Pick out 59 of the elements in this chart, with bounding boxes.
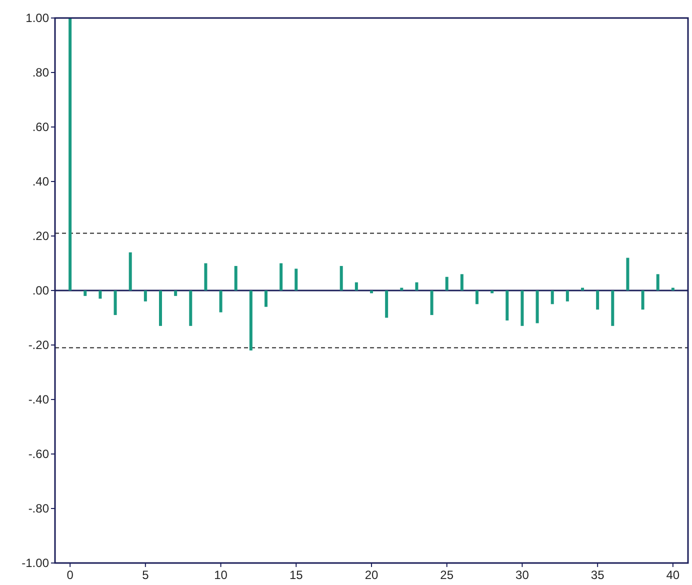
bar	[415, 282, 418, 290]
bar	[84, 290, 87, 296]
bar	[189, 290, 192, 326]
x-tick-label: 20	[364, 568, 378, 582]
bar	[400, 288, 404, 290]
y-tick-label: .20	[32, 229, 50, 244]
y-tick-label: .80	[32, 66, 50, 80]
bar	[550, 290, 554, 304]
y-tick-label: .40	[32, 174, 50, 189]
bar	[234, 266, 238, 290]
bar	[280, 263, 283, 290]
bar	[68, 18, 72, 290]
y-tick-label: -.80	[28, 502, 50, 516]
bar	[174, 290, 178, 296]
x-tick-label: 25	[440, 568, 454, 582]
x-tick-label: 30	[516, 568, 530, 582]
x-tick-label: 0	[66, 568, 74, 582]
bar	[581, 288, 584, 290]
bar	[370, 290, 373, 294]
bar	[219, 290, 222, 312]
x-tick-label: 40	[666, 568, 680, 582]
bar	[490, 290, 494, 294]
y-tick-label: .60	[32, 120, 50, 134]
bar	[476, 290, 478, 304]
x-tick-label: 5	[142, 568, 150, 582]
y-tick-label: -1.00	[22, 556, 50, 570]
bar	[626, 258, 630, 290]
x-tick-label: 35	[590, 568, 605, 582]
bar	[385, 290, 388, 318]
bar	[144, 290, 147, 302]
bar	[128, 252, 132, 290]
bar	[340, 266, 343, 290]
bar	[566, 290, 569, 302]
x-tick-label: 15	[289, 568, 304, 582]
y-tick-label: 1.00	[26, 11, 50, 26]
y-tick-label: -.20	[28, 338, 50, 352]
bar	[98, 290, 102, 299]
bar	[611, 290, 614, 326]
x-tick-label: 10	[214, 568, 228, 582]
bar	[294, 268, 298, 290]
bar	[671, 288, 674, 290]
bar	[506, 290, 509, 320]
bar	[430, 290, 434, 316]
bar	[354, 282, 358, 290]
bar	[159, 290, 162, 326]
bar	[460, 274, 464, 290]
y-tick-label: -.40	[28, 392, 50, 407]
bar	[641, 290, 644, 310]
bar	[249, 290, 252, 350]
bar	[264, 290, 268, 307]
y-tick-label: .00	[32, 284, 50, 298]
bar	[204, 263, 208, 290]
y-tick-label: -.60	[28, 447, 50, 462]
bar	[445, 276, 448, 290]
bar	[536, 290, 539, 324]
bar	[656, 274, 660, 290]
bar	[596, 290, 600, 310]
bar	[114, 290, 117, 316]
bar	[520, 290, 524, 326]
